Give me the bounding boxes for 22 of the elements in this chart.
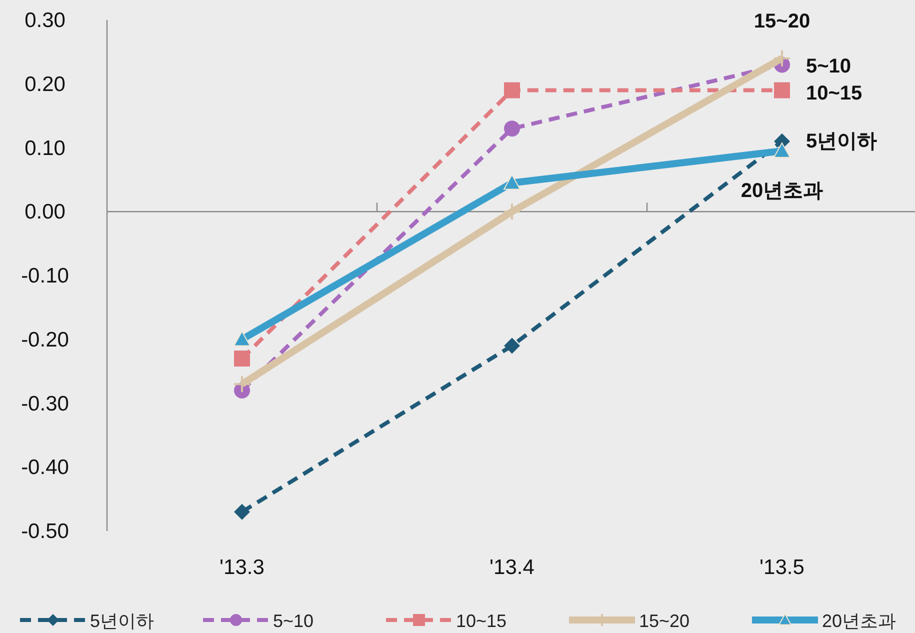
text: 5년이하 [806, 130, 878, 152]
legend-label: 5~10 [273, 611, 314, 631]
legend-label: 10~15 [456, 611, 507, 631]
y-tick-label: -0.30 [21, 392, 69, 416]
y-tick-label: -0.20 [21, 328, 69, 352]
legend-label: 5년이하 [90, 611, 154, 631]
y-tick-label: 0.20 [24, 72, 66, 96]
x-tick-label: '13.4 [490, 556, 535, 579]
y-tick-label: 0.10 [24, 136, 66, 160]
y-tick-label: -0.40 [21, 456, 69, 480]
legend-label: 20년초과 [822, 611, 896, 631]
x-tick-label: '13.3 [220, 556, 264, 579]
legend-label: 15~20 [639, 611, 690, 631]
y-tick-label: 0.00 [24, 200, 66, 224]
x-tick-label: '13.5 [760, 556, 804, 579]
text: 10~15 [806, 82, 862, 104]
text: 15~20 [754, 10, 810, 32]
y-tick-label: -0.50 [21, 520, 69, 543]
text: 20년초과 [740, 180, 824, 202]
text: 5~10 [806, 56, 852, 78]
y-tick-label: 0.30 [24, 9, 66, 32]
y-tick-label: -0.10 [21, 264, 69, 288]
